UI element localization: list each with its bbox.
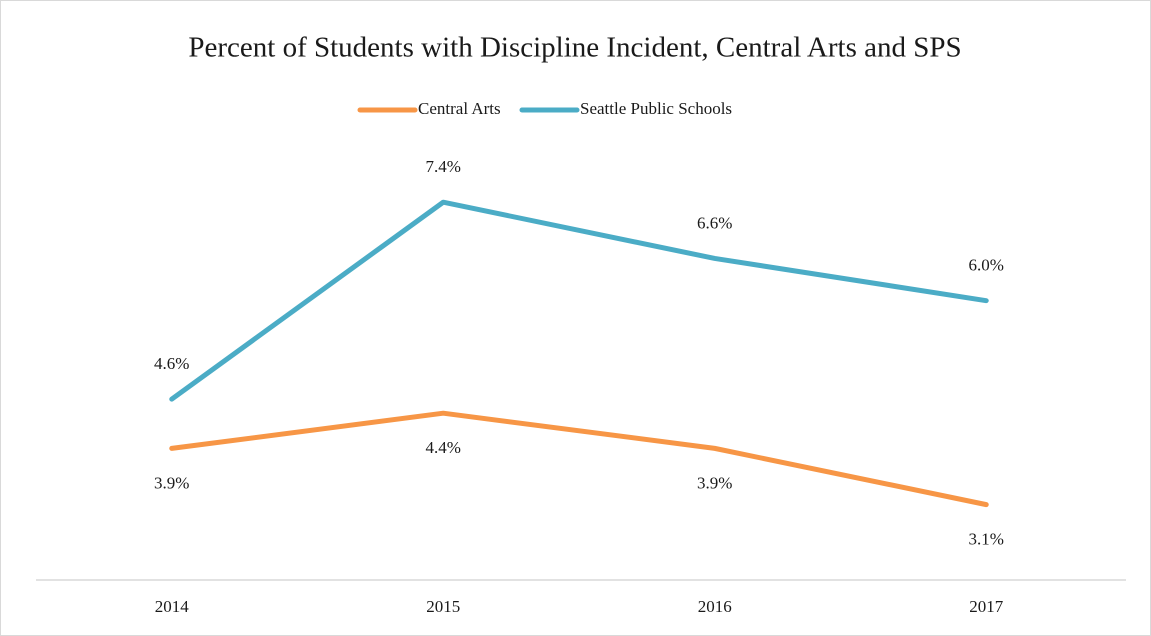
legend-label: Central Arts	[418, 99, 501, 118]
x-tick-label: 2015	[426, 597, 460, 616]
data-label: 3.1%	[969, 530, 1004, 549]
data-label: 6.6%	[697, 213, 732, 232]
data-label: 3.9%	[154, 473, 189, 492]
x-tick-label: 2017	[969, 597, 1004, 616]
data-label: 4.6%	[154, 354, 189, 373]
legend-label: Seattle Public Schools	[580, 99, 732, 118]
x-tick-label: 2016	[698, 597, 732, 616]
data-label: 6.0%	[969, 256, 1004, 275]
series-line	[169, 410, 989, 508]
series-line	[169, 199, 989, 402]
chart-title: Percent of Students with Discipline Inci…	[188, 32, 961, 64]
data-label: 7.4%	[426, 157, 461, 176]
data-label: 3.9%	[697, 473, 732, 492]
data-label: 4.4%	[426, 438, 461, 457]
x-tick-label: 2014	[155, 597, 190, 616]
